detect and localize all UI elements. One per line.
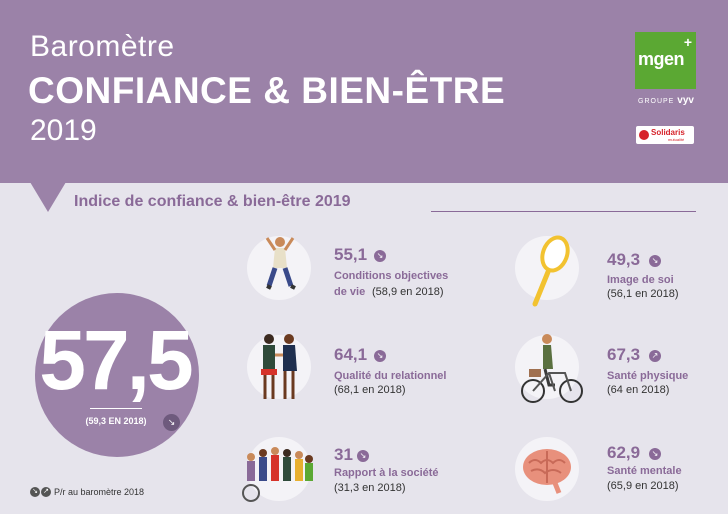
indicator-previous-6: (65,9 en 2018) <box>607 480 679 492</box>
crowd-icon <box>242 437 313 502</box>
indicator-label-1b: de vie <box>334 286 366 298</box>
title-year: 2019 <box>30 114 97 147</box>
indicator-label-6: Santé mentale <box>607 465 682 477</box>
main-index-score: 57,5 <box>39 313 194 407</box>
mgen-logo: mgen + <box>635 32 696 89</box>
section-title: Indice de confiance & bien-être 2019 <box>74 193 351 210</box>
bicycle-icon <box>515 334 583 403</box>
trend-down-icon: ↘ <box>374 350 386 362</box>
trend-down-icon: ↘ <box>649 255 661 267</box>
trend-down-icon: ↘ <box>163 414 180 431</box>
indicator-label-4: Image de soi <box>607 274 674 286</box>
trend-down-icon: ↘ <box>649 448 661 460</box>
indicator-previous-5: (64 en 2018) <box>607 384 670 396</box>
brain-icon <box>515 437 579 501</box>
solidaris-text: Solidaris <box>651 128 685 137</box>
indicator-score-1: 55,1 <box>334 245 368 264</box>
jumping-person-icon <box>247 236 311 300</box>
title-line2: CONFIANCE & BIEN-ÊTRE <box>28 70 506 111</box>
indicator-label-1: Conditions objectives <box>334 270 449 282</box>
main-index-divider <box>90 408 142 409</box>
trend-down-icon: ↘ <box>374 250 386 262</box>
header-banner <box>0 0 728 183</box>
solidaris-subtext: mutualité <box>668 137 685 142</box>
indicator-score-2: 64,1 <box>334 345 368 364</box>
section-divider <box>431 211 696 212</box>
indicator-score-5: 67,3 <box>607 345 641 364</box>
trend-up-icon: ↗ <box>649 350 661 362</box>
mirror-icon <box>515 235 579 307</box>
indicator-label-2: Qualité du relationnel <box>334 370 447 382</box>
indicator-label-3: Rapport à la société <box>334 467 439 479</box>
solidaris-logo: Solidaris mutualité <box>636 126 694 144</box>
vyv-text: vyv <box>677 95 694 106</box>
indicator-previous-2: (68,1 en 2018) <box>334 384 406 396</box>
title-line1: Baromètre <box>30 30 175 63</box>
indicator-previous-1: (58,9 en 2018) <box>372 286 444 298</box>
indicator-score-6: 62,9 <box>607 443 641 462</box>
indicator-previous-4: (56,1 en 2018) <box>607 288 679 300</box>
indicator-previous-3: (31,3 en 2018) <box>334 482 406 494</box>
indicator-score-3: 31 <box>334 445 353 464</box>
plus-icon: + <box>683 34 692 50</box>
indicator-label-5: Santé physique <box>607 370 689 382</box>
header-notch <box>30 182 66 212</box>
trend-down-icon: ↘ <box>357 450 369 462</box>
handshake-people-icon <box>247 334 311 399</box>
main-index-previous: (59,3 EN 2018) <box>85 416 147 426</box>
mgen-logo-text: mgen <box>638 49 685 69</box>
trend-up-icon: ↗ <box>41 487 51 497</box>
indicator-score-4: 49,3 <box>607 250 641 269</box>
footnote: P/r au baromètre 2018 <box>54 487 145 497</box>
groupe-vyv-logo: GROUPE vyv <box>628 95 704 106</box>
solidaris-dot-icon <box>639 130 649 140</box>
groupe-text: GROUPE <box>638 98 675 105</box>
trend-down-icon: ↘ <box>30 487 40 497</box>
